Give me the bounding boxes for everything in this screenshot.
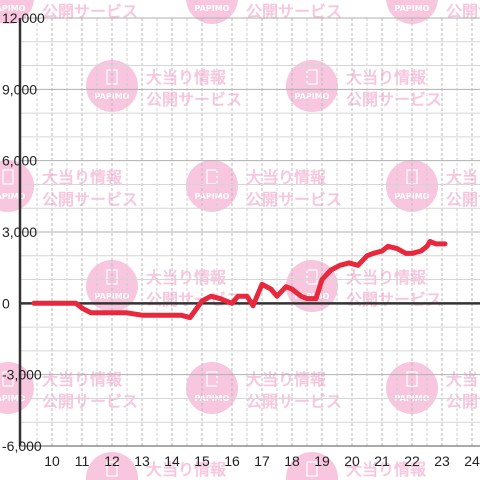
watermark-logo-circle	[0, 160, 34, 212]
watermark-line2: 公開サービス	[246, 2, 342, 21]
series-line	[31, 239, 448, 321]
watermark-line1: 大当り情報	[246, 370, 327, 389]
grid-lines	[20, 17, 480, 447]
watermark-line2: 公開サービス	[346, 290, 442, 309]
watermark-badge-text: PAPIMO	[0, 192, 26, 201]
watermark-badge-text: PAPIMO	[395, 4, 430, 13]
watermark-line1: 大当り情報	[346, 68, 427, 87]
watermark-line2: 公開サービス	[246, 392, 342, 411]
watermark-logo-icon	[306, 269, 318, 285]
watermark-badge-text: PAPIMO	[95, 92, 130, 101]
watermark-badge-text: PAPIMO	[195, 4, 230, 13]
watermark-logo-circle	[86, 452, 138, 480]
watermark-logo-circle	[186, 160, 238, 212]
watermark-line2: 公開サービス	[42, 392, 138, 411]
watermark-line1: 大当り情報	[42, 370, 123, 389]
watermark-logo-circle	[86, 260, 138, 312]
watermark-line1: 大当り情報	[346, 268, 427, 287]
series-layer	[31, 239, 448, 321]
x-tick-label: 17	[254, 453, 270, 469]
x-tick-label: 20	[344, 453, 360, 469]
y-tick-label: 6,000	[2, 153, 37, 169]
x-tick-label: 23	[434, 453, 450, 469]
x-tick-label: 15	[194, 453, 210, 469]
watermark-badge-text: PAPIMO	[0, 394, 26, 403]
watermark-line1: 大当り情報	[446, 168, 480, 187]
watermark-logo-icon	[306, 69, 318, 85]
watermark-line2: 公開サービス	[246, 190, 342, 209]
watermark-line1: 大当り情報	[42, 168, 123, 187]
x-tick-label: 10	[44, 453, 60, 469]
y-tick-label: -3,000	[2, 367, 42, 383]
watermark-line1: 大当り情報	[146, 268, 227, 287]
watermark-logo-icon	[106, 461, 118, 477]
watermark-badge-text: PAPIMO	[395, 192, 430, 201]
watermark-line1: 大当り情報	[446, 370, 480, 389]
watermark-logo-circle	[86, 60, 138, 112]
y-tick-label: 3,000	[2, 224, 37, 240]
watermark-badge-text: PAPIMO	[95, 292, 130, 301]
watermark-logo-circle	[286, 60, 338, 112]
watermark-badge-text: PAPIMO	[195, 192, 230, 201]
watermark-badge-text: PAPIMO	[295, 92, 330, 101]
watermark-line1: 大当り情報	[246, 168, 327, 187]
y-tick-label: -6,000	[2, 438, 42, 454]
watermark-line1: 大当り情報	[146, 460, 227, 479]
watermark-badge-text: PAPIMO	[0, 4, 26, 13]
x-tick-label: 22	[404, 453, 420, 469]
watermark-logo-icon	[406, 371, 418, 387]
x-axis-tick-labels: 10 11 12 13 14 15 16 17 18 19 20 21 22 23 24	[44, 453, 480, 469]
x-tick-label: 19	[314, 453, 330, 469]
watermark-line2: 公開サービス	[446, 2, 480, 21]
x-tick-label: 16	[224, 453, 240, 469]
y-axis-tick-labels: 12,000 9,000 6,000 3,000 0 -3,000 -6,000	[2, 10, 45, 454]
x-tick-label: 24	[464, 453, 480, 469]
watermark-logo-circle	[286, 452, 338, 480]
watermark-logo-circle	[386, 160, 438, 212]
watermark-line2: 公開サービス	[146, 90, 242, 109]
watermark-logo-icon	[306, 461, 318, 477]
watermark-line2: 公開サービス	[446, 392, 480, 411]
watermark-line2: 公開サービス	[446, 190, 480, 209]
watermark-line1: 大当り情報	[146, 68, 227, 87]
watermark-line2: 公開サービス	[42, 2, 138, 21]
y-tick-label: 12,000	[2, 10, 45, 26]
y-tick-label: 0	[2, 295, 10, 311]
watermark-logo-circle	[186, 362, 238, 414]
watermark-line2: 公開サービス	[346, 90, 442, 109]
watermark-line2: 公開サービス	[42, 190, 138, 209]
x-tick-label: 12	[104, 453, 120, 469]
watermark-logo-icon	[2, 371, 14, 387]
watermark-logo-circle	[0, 0, 34, 24]
x-tick-label: 13	[134, 453, 150, 469]
x-tick-label: 14	[164, 453, 180, 469]
x-tick-label: 21	[374, 453, 390, 469]
x-tick-label: 11	[75, 453, 90, 469]
y-tick-label: 9,000	[2, 81, 37, 97]
watermark-line1: 大当り情報	[346, 460, 427, 479]
watermark-logo-icon	[2, 169, 14, 185]
x-tick-label: 18	[284, 453, 300, 469]
